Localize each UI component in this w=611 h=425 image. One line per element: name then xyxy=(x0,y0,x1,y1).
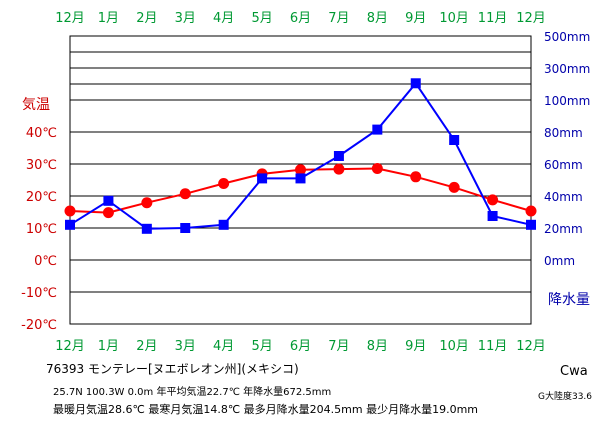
temperature-point xyxy=(448,181,460,193)
precipitation-point xyxy=(141,223,152,234)
month-label-top: 5月 xyxy=(251,11,272,26)
temperature-point xyxy=(102,207,114,219)
precipitation-point xyxy=(65,219,75,230)
month-label-bottom: 1月 xyxy=(98,339,119,354)
precipitation-point xyxy=(103,195,114,206)
precipitation-point xyxy=(487,211,498,221)
month-label-bottom: 7月 xyxy=(328,339,349,354)
precipitation-point xyxy=(180,223,191,233)
temperature-point xyxy=(141,197,153,209)
month-label-bottom: 9月 xyxy=(405,339,426,354)
month-label-top: 9月 xyxy=(405,11,426,26)
temp-tick-label: 20℃ xyxy=(26,190,57,205)
month-label-top: 12月 xyxy=(55,11,85,26)
month-label-bottom: 10月 xyxy=(439,339,469,354)
temp-tick-label: -20℃ xyxy=(21,318,57,333)
precip-tick-label: 60mm xyxy=(544,158,583,172)
month-label-bottom: 5月 xyxy=(251,339,272,354)
temperature-point xyxy=(64,205,76,217)
month-label-top: 11月 xyxy=(478,11,508,26)
month-label-top: 8月 xyxy=(367,11,388,26)
month-label-bottom: 2月 xyxy=(136,339,157,354)
precip-tick-label: 500mm xyxy=(544,30,590,44)
temp-tick-label: -10℃ xyxy=(21,286,57,301)
precipitation-point xyxy=(257,173,268,184)
temperature-point xyxy=(295,164,306,176)
station-title: 76393 モンテレー[ヌエボレオン州](メキシコ) xyxy=(46,362,299,376)
month-label-bottom: 12月 xyxy=(55,339,85,354)
precipitation-point xyxy=(449,135,460,145)
month-label-bottom: 11月 xyxy=(478,339,508,354)
month-label-bottom: 8月 xyxy=(367,339,388,354)
precipitation-point xyxy=(410,78,421,89)
station-location-info: 25.7N 100.3W 0.0m 年平均気温22.7℃ 年降水量672.5mm xyxy=(53,387,332,398)
temp-tick-label: 40℃ xyxy=(26,126,57,141)
temperature-point xyxy=(410,171,422,183)
month-label-bottom: 12月 xyxy=(516,339,546,354)
precipitation-point xyxy=(333,151,344,161)
month-label-top: 7月 xyxy=(328,11,349,26)
precip-axis-title: 降水量 xyxy=(548,292,590,308)
month-label-top: 4月 xyxy=(213,11,234,26)
month-label-top: 2月 xyxy=(136,11,157,26)
precipitation-point xyxy=(218,219,229,230)
month-label-bottom: 6月 xyxy=(290,339,311,354)
continentality-label: G大陸度33.6 xyxy=(538,392,593,402)
temperature-point xyxy=(525,205,537,217)
plot-frame xyxy=(69,35,532,325)
temperature-point xyxy=(487,194,499,206)
month-label-top: 6月 xyxy=(290,11,311,26)
month-label-top: 1月 xyxy=(98,11,119,26)
temp-tick-label: 10℃ xyxy=(26,222,57,237)
month-label-bottom: 4月 xyxy=(213,339,234,354)
month-label-top: 12月 xyxy=(516,11,546,26)
temperature-point xyxy=(333,163,345,175)
month-label-top: 3月 xyxy=(175,11,196,26)
precip-tick-label: 80mm xyxy=(544,126,583,140)
climate-classification: Cwa xyxy=(560,364,588,379)
precipitation-point xyxy=(372,124,383,135)
temp-tick-label: 30℃ xyxy=(26,158,57,173)
precipitation-point xyxy=(526,219,536,230)
extremes-info: 最暖月気温28.6℃ 最寒月気温14.8℃ 最多月降水量204.5mm 最少月降… xyxy=(53,403,479,416)
temperature-point xyxy=(218,178,230,190)
temperature-point xyxy=(371,162,383,174)
precipitation-point xyxy=(295,173,306,184)
precip-tick-label: 100mm xyxy=(544,94,590,108)
month-label-top: 10月 xyxy=(439,11,469,26)
temp-tick-label: 0℃ xyxy=(34,254,57,269)
precip-tick-label: 40mm xyxy=(544,190,583,204)
precip-tick-label: 0mm xyxy=(544,254,575,268)
precip-tick-label: 20mm xyxy=(544,222,583,236)
precipitation-line xyxy=(69,81,532,230)
temp-axis-title: 気温 xyxy=(22,97,50,113)
temperature-point xyxy=(179,188,191,200)
month-label-bottom: 3月 xyxy=(175,339,196,354)
precip-tick-label: 300mm xyxy=(544,62,590,76)
